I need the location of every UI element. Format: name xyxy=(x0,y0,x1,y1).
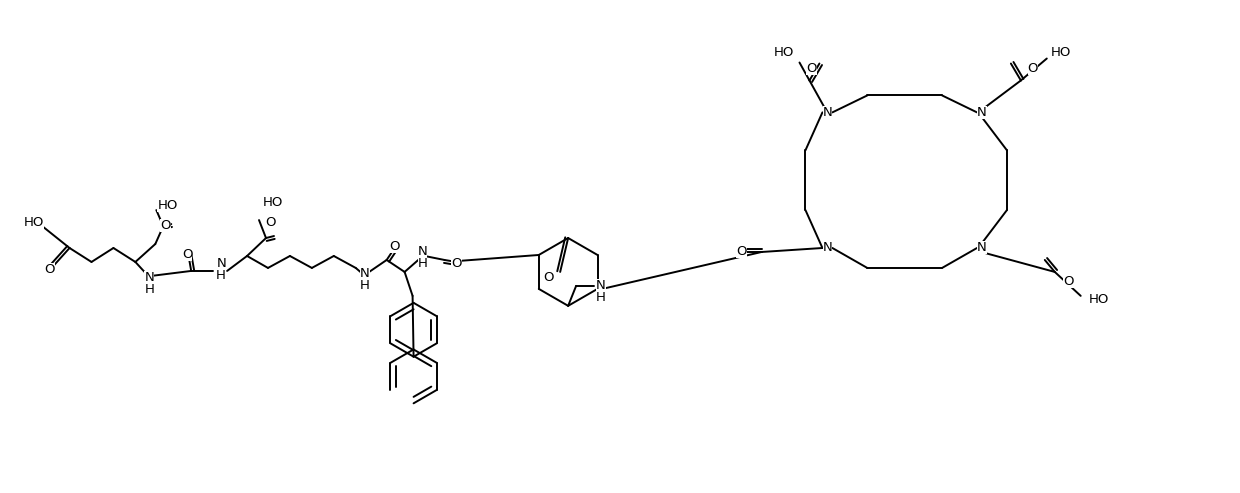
Text: HO: HO xyxy=(157,199,177,211)
Text: O: O xyxy=(45,263,55,277)
Text: HO: HO xyxy=(1089,293,1109,306)
Text: O: O xyxy=(389,240,399,252)
Text: HO: HO xyxy=(263,196,284,209)
Text: O: O xyxy=(1064,276,1074,288)
Text: H: H xyxy=(144,283,154,296)
Text: O: O xyxy=(737,246,746,258)
Text: N: N xyxy=(418,246,428,258)
Text: H: H xyxy=(596,291,606,304)
Text: H: H xyxy=(418,257,428,271)
Text: HO: HO xyxy=(1050,46,1071,59)
Text: N: N xyxy=(977,106,987,119)
Text: N: N xyxy=(822,242,832,254)
Text: O: O xyxy=(265,215,277,229)
Text: HO: HO xyxy=(774,46,795,59)
Text: O: O xyxy=(451,257,461,271)
Text: O: O xyxy=(543,272,553,284)
Text: N: N xyxy=(360,267,370,281)
Text: N: N xyxy=(977,242,987,254)
Text: O: O xyxy=(1028,62,1038,75)
Text: O: O xyxy=(806,62,817,75)
Text: N: N xyxy=(596,280,606,292)
Text: N: N xyxy=(144,272,154,284)
Text: H: H xyxy=(216,269,226,282)
Text: N: N xyxy=(216,257,226,271)
Text: O: O xyxy=(182,248,192,261)
Text: N: N xyxy=(822,106,832,119)
Text: HO: HO xyxy=(24,215,45,229)
Text: H: H xyxy=(360,280,370,292)
Text: O: O xyxy=(160,218,171,232)
